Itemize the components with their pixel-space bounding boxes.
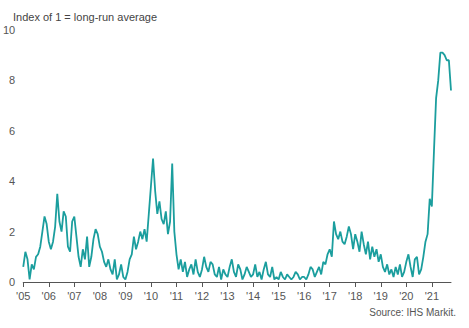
svg-text:4: 4 (9, 175, 15, 187)
svg-text:'07: '07 (67, 290, 81, 302)
svg-text:Source: IHS Markit.: Source: IHS Markit. (369, 307, 456, 318)
svg-text:'11: '11 (170, 290, 184, 302)
svg-text:6: 6 (9, 125, 15, 137)
svg-text:'06: '06 (42, 290, 56, 302)
svg-text:'20: '20 (399, 290, 413, 302)
svg-text:2: 2 (9, 226, 15, 238)
svg-text:'17: '17 (323, 290, 337, 302)
svg-text:'19: '19 (374, 290, 388, 302)
svg-text:'12: '12 (195, 290, 209, 302)
svg-text:0: 0 (9, 276, 15, 288)
svg-text:'15: '15 (271, 290, 285, 302)
svg-text:'16: '16 (297, 290, 311, 302)
svg-text:Index of 1 = long-run average: Index of 1 = long-run average (13, 11, 157, 23)
svg-text:'14: '14 (246, 290, 260, 302)
svg-text:'05: '05 (16, 290, 30, 302)
svg-text:'10: '10 (144, 290, 158, 302)
svg-text:8: 8 (9, 74, 15, 86)
svg-text:'09: '09 (118, 290, 132, 302)
svg-text:'13: '13 (220, 290, 234, 302)
svg-text:10: 10 (3, 24, 15, 36)
svg-text:'18: '18 (348, 290, 362, 302)
svg-text:'08: '08 (93, 290, 107, 302)
svg-text:'21: '21 (425, 290, 439, 302)
